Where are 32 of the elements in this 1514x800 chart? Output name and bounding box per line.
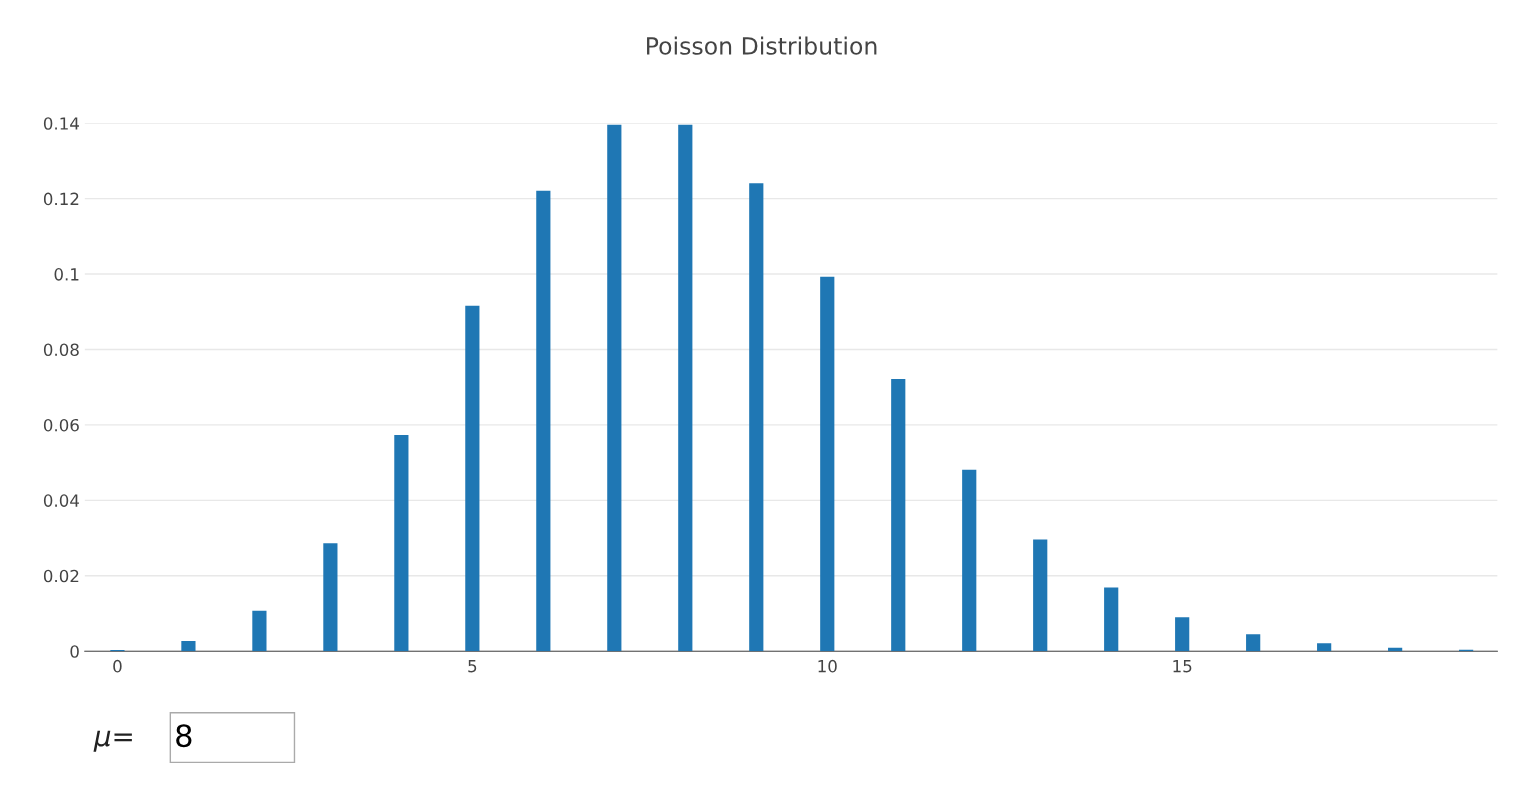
bar xyxy=(465,305,480,652)
y-tick-label: 0.1 xyxy=(54,268,79,281)
chart-title: Poisson Distribution xyxy=(647,36,877,55)
bar xyxy=(536,190,551,652)
bar xyxy=(891,378,906,652)
bar xyxy=(394,435,409,652)
bar xyxy=(1317,643,1332,652)
bar xyxy=(749,183,764,652)
bar xyxy=(1033,539,1048,652)
text: μ= xyxy=(93,730,132,752)
bar xyxy=(323,543,338,652)
bar xyxy=(820,276,835,652)
bar xyxy=(1246,634,1261,652)
bar xyxy=(678,124,693,652)
bar xyxy=(607,124,622,652)
bar xyxy=(1104,587,1119,652)
y-tick-label: 0.14 xyxy=(43,117,79,130)
x-tick-label: 0 xyxy=(113,659,122,673)
y-tick-label: 0.06 xyxy=(43,418,79,432)
y-tick-label: 0.08 xyxy=(43,343,79,357)
x-tick-label: 10 xyxy=(818,659,837,673)
bar xyxy=(1175,617,1190,652)
x-tick-label: 5 xyxy=(468,660,477,673)
x-tick-label: 15 xyxy=(1173,660,1192,673)
bar xyxy=(181,641,196,652)
bar xyxy=(252,610,267,652)
y-tick-label: 0.04 xyxy=(43,494,79,507)
bar xyxy=(962,469,977,652)
text: 8 xyxy=(176,724,192,748)
y-tick-label: 0 xyxy=(70,645,79,658)
y-tick-label: 0.02 xyxy=(43,569,79,583)
y-tick-label: 0.12 xyxy=(43,192,79,206)
